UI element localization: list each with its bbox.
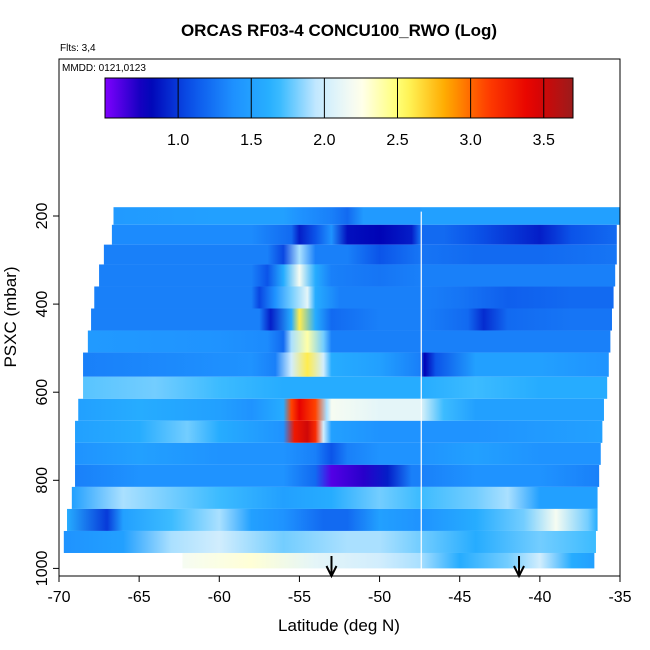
heatmap-band <box>75 420 603 443</box>
heatmap-band <box>87 330 611 353</box>
axes: -70 -65 -60 -55 -50 -45 -40 -35 200 400 600 800 1000 <box>34 203 632 606</box>
colorbar-tick-label: 2.5 <box>386 132 408 149</box>
colorbar-strip <box>104 77 574 119</box>
x-tick-label: -70 <box>47 589 70 606</box>
heatmap-band <box>111 224 617 245</box>
flights-label: Flts: 3,4 <box>60 43 96 54</box>
heatmap-band <box>83 376 608 399</box>
colorbar-tick-label: 1.5 <box>240 132 262 149</box>
x-tick-label: -50 <box>368 589 391 606</box>
y-tick-label: 600 <box>34 379 51 406</box>
colorbar-tick-label: 3.5 <box>533 132 555 149</box>
x-tick-label: -65 <box>128 589 151 606</box>
y-tick-label: 400 <box>34 291 51 318</box>
heatmap-band <box>63 530 596 553</box>
heatmap-band <box>78 398 604 421</box>
heatmap-band <box>67 508 598 531</box>
chart-title: ORCAS RF03-4 CONCU100_RWO (Log) <box>181 21 497 40</box>
x-tick-label: -60 <box>208 589 231 606</box>
heatmap-band <box>99 264 616 287</box>
heatmap-band <box>75 464 600 487</box>
plot-frame <box>58 58 621 577</box>
colorbar-tick-label: 1.0 <box>167 132 189 149</box>
heatmap-band <box>91 308 612 331</box>
heatmap-band <box>94 286 614 309</box>
y-tick-label: 1000 <box>34 551 51 587</box>
x-tick-label: -45 <box>448 589 471 606</box>
y-axis-label: PSXC (mbar) <box>1 266 20 367</box>
y-tick-label: 800 <box>34 467 51 494</box>
heatmap-band <box>83 352 609 377</box>
y-tick-label: 200 <box>34 203 51 230</box>
heatmap-band <box>182 552 595 569</box>
heatmap-band <box>103 244 617 265</box>
colorbar-tick-label: 3.0 <box>460 132 482 149</box>
x-tick-label: -40 <box>528 589 551 606</box>
x-tick-label: -35 <box>608 589 631 606</box>
heatmap-band <box>113 207 621 225</box>
heatmap-bands <box>63 207 621 569</box>
colorbar: 1.0 1.5 2.0 2.5 3.0 3.5 <box>104 77 574 149</box>
x-tick-label: -55 <box>288 589 311 606</box>
heatmap-band <box>71 486 598 509</box>
colorbar-tick-label: 2.0 <box>313 132 335 149</box>
date-label: MMDD: 0121,0123 <box>62 63 146 74</box>
x-axis-label: Latitude (deg N) <box>278 616 400 635</box>
heatmap-band <box>75 442 601 465</box>
